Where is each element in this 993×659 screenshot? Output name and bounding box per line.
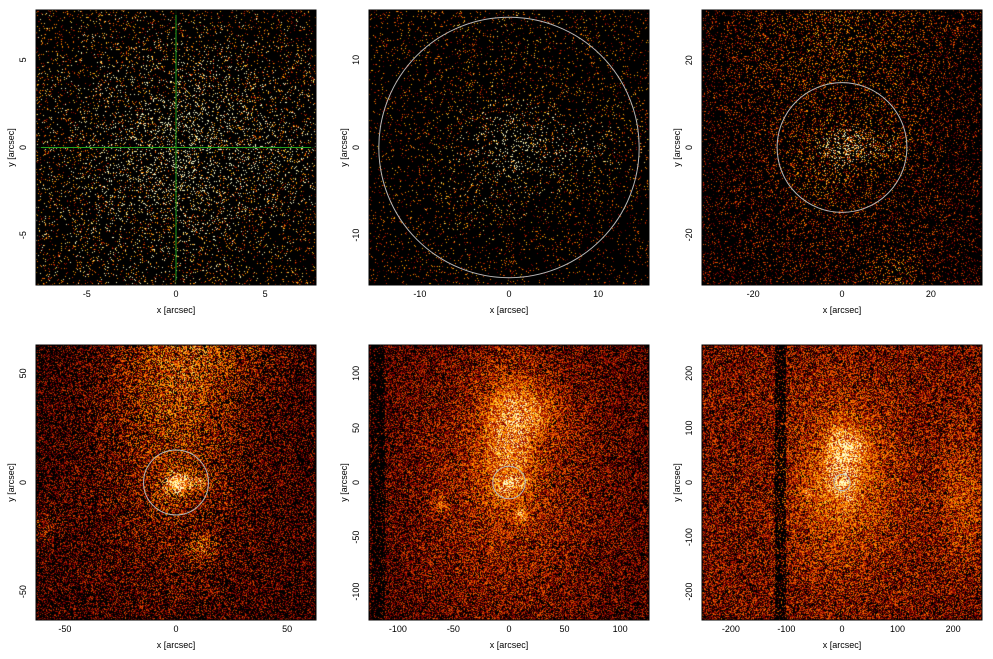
aperture-circle <box>833 473 851 492</box>
y-tick-label: -100 <box>351 583 361 601</box>
heatmap-image <box>36 345 316 620</box>
y-tick-label: 10 <box>351 55 361 65</box>
aperture-circle <box>492 465 526 500</box>
panel-bottom-right: -200 -100 0 100 200 -200 -100 0 100 200 x [arcsec]… <box>672 344 983 650</box>
x-tick-label: 0 <box>173 289 178 299</box>
y-tick-label: -200 <box>684 583 694 601</box>
x-axis-label: x [arcsec] <box>490 640 529 650</box>
panel-top-right: -20 0 20 -20 0 20 x [arcsec] y [arcsec] <box>672 9 983 315</box>
y-tick-label: -20 <box>684 228 694 241</box>
aperture-circle <box>143 449 209 516</box>
y-tick-label: 50 <box>351 423 361 433</box>
y-tick-label: 0 <box>18 480 28 485</box>
x-tick-label: 10 <box>593 289 603 299</box>
y-tick-label: -100 <box>684 528 694 546</box>
x-tick-label: 100 <box>613 624 628 634</box>
heatmap-image <box>702 10 982 285</box>
y-tick-label: -50 <box>351 531 361 544</box>
x-axis-label: x [arcsec] <box>490 305 529 315</box>
x-tick-label: 0 <box>839 624 844 634</box>
x-tick-label: 0 <box>506 289 511 299</box>
x-axis-label: x [arcsec] <box>157 640 196 650</box>
heatmap-image <box>702 345 982 620</box>
panel-bottom-left: -50 0 50 -50 0 50 x [arcsec] y [arcsec] <box>6 344 317 650</box>
y-tick-label: -50 <box>18 585 28 598</box>
x-tick-label: 0 <box>506 624 511 634</box>
y-tick-label: 50 <box>18 368 28 378</box>
y-tick-label: 0 <box>351 145 361 150</box>
aperture-circle <box>776 82 908 213</box>
y-tick-label: -5 <box>18 231 28 239</box>
x-tick-label: -200 <box>722 624 740 634</box>
panel-top-left: -5 0 5 -5 0 5 x [arcsec] y [arcsec] <box>6 9 317 315</box>
y-tick-label: 5 <box>18 57 28 62</box>
y-tick-label: 0 <box>684 145 694 150</box>
y-tick-label: 0 <box>18 145 28 150</box>
x-tick-label: 20 <box>926 289 936 299</box>
x-tick-label: 100 <box>890 624 905 634</box>
x-axis-label: x [arcsec] <box>823 640 862 650</box>
y-axis-label: y [arcsec] <box>672 463 682 502</box>
x-tick-label: 50 <box>282 624 292 634</box>
y-axis-label: y [arcsec] <box>339 128 349 167</box>
y-tick-label: 100 <box>684 420 694 435</box>
panel-bottom-middle: -100 -50 0 50 100 -100 -50 0 50 100 x [arcsec] y [a… <box>339 344 650 650</box>
panel-top-middle: -10 0 10 -10 0 10 x [arcsec] y [arcsec] <box>339 9 650 315</box>
x-tick-label: -10 <box>413 289 426 299</box>
y-axis-label: y [arcsec] <box>6 128 16 167</box>
y-axis-label: y [arcsec] <box>339 463 349 502</box>
y-tick-label: 200 <box>684 366 694 381</box>
y-tick-label: -10 <box>351 229 361 242</box>
x-tick-label: -50 <box>447 624 460 634</box>
x-tick-label: -5 <box>83 289 91 299</box>
y-tick-label: 100 <box>351 366 361 381</box>
aperture-circle <box>378 16 640 279</box>
x-axis-label: x [arcsec] <box>823 305 862 315</box>
y-axis-label: y [arcsec] <box>6 463 16 502</box>
y-axis-label: y [arcsec] <box>672 128 682 167</box>
x-tick-label: 5 <box>263 289 268 299</box>
y-tick-label: 20 <box>684 55 694 65</box>
x-tick-label: 0 <box>839 289 844 299</box>
x-tick-label: 0 <box>173 624 178 634</box>
x-tick-label: -20 <box>747 289 760 299</box>
x-tick-label: -100 <box>389 624 407 634</box>
x-tick-label: -100 <box>777 624 795 634</box>
x-tick-label: -50 <box>58 624 71 634</box>
x-axis-label: x [arcsec] <box>157 305 196 315</box>
x-tick-label: 50 <box>560 624 570 634</box>
y-tick-label: 0 <box>684 480 694 485</box>
heatmap-image <box>369 345 649 620</box>
y-tick-label: 0 <box>351 480 361 485</box>
x-tick-label: 200 <box>946 624 961 634</box>
heatmap-image <box>369 10 649 285</box>
